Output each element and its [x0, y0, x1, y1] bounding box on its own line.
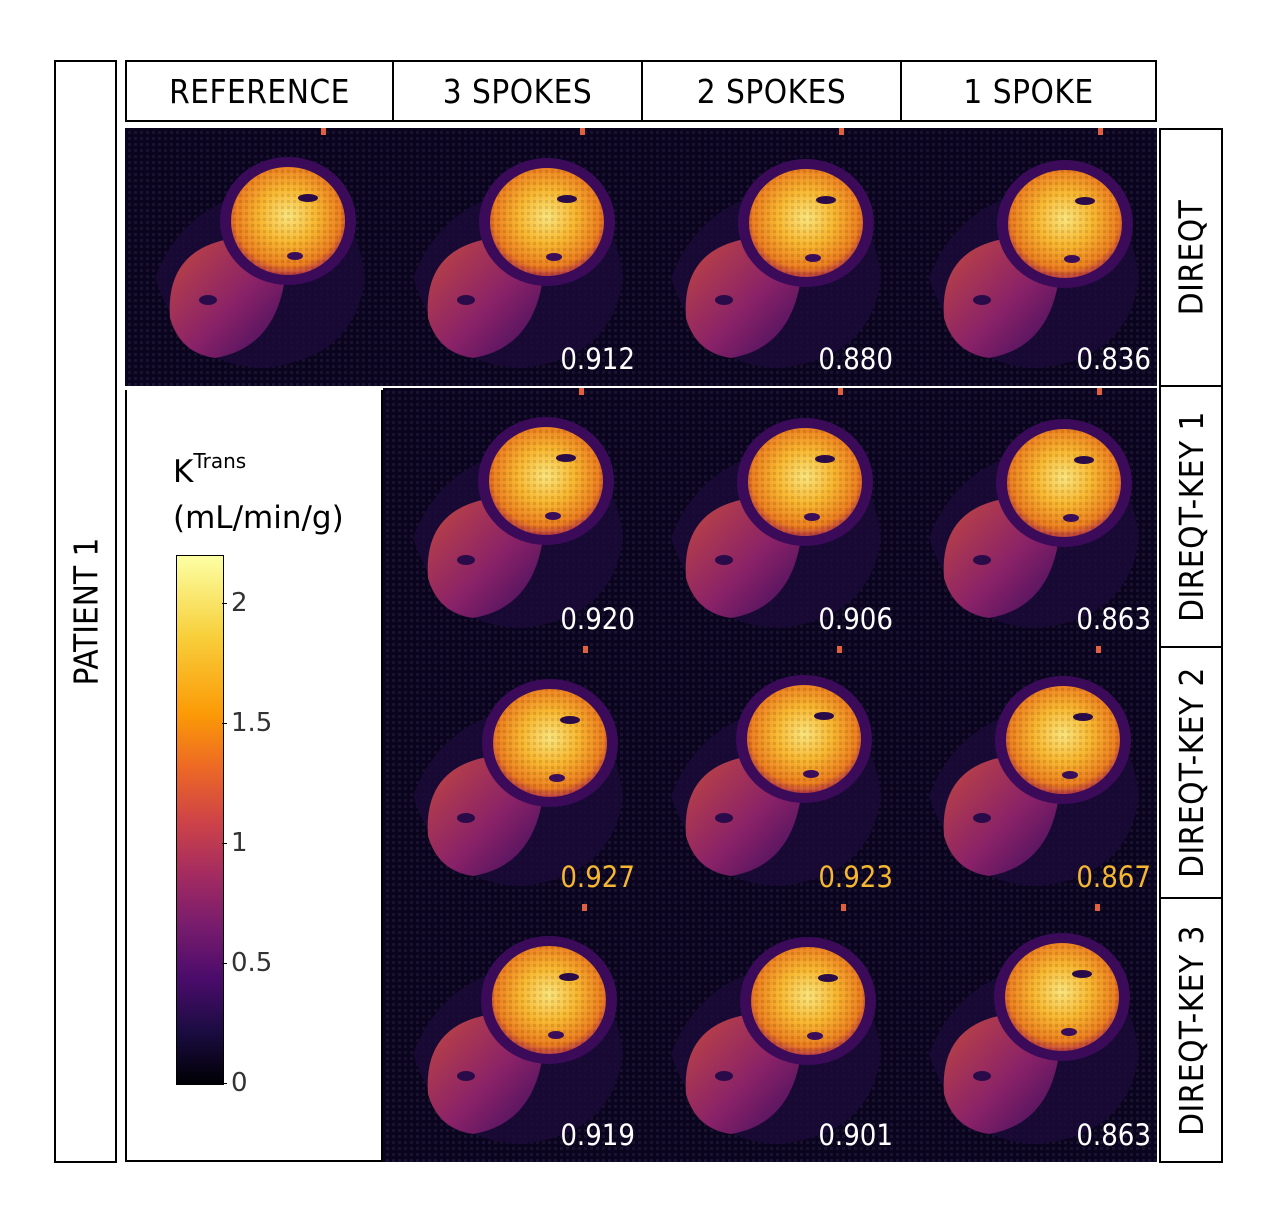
kmap-image-r3-c2: 0.927 [383, 646, 641, 904]
colorbar-title-base: K [173, 454, 194, 490]
col-header-2-spokes: 2 SPOKES [641, 60, 902, 122]
ssim-score: 0.880 [818, 342, 893, 376]
ssim-score: 0.912 [560, 342, 635, 376]
row-header-direqt: DIREQT [1159, 128, 1223, 387]
kmap-image-r2-c2: 0.920 [383, 388, 641, 646]
kmap-image-r1-c1 [125, 128, 383, 386]
colorbar-units: (mL/min/g) [173, 500, 344, 536]
kmap-image-r2-c4: 0.863 [899, 388, 1157, 646]
kmap-image-r3-c3: 0.923 [641, 646, 899, 904]
row-header-direqt-text: DIREQT [1171, 199, 1211, 316]
colorbar-tick-label: 1 [231, 828, 248, 858]
kmap-image-r1-c4: 0.836 [899, 128, 1157, 386]
ssim-score: 0.923 [818, 860, 893, 894]
colorbar-tick [222, 723, 227, 724]
kmap-image-r1-c2: 0.912 [383, 128, 641, 386]
colorbar-tick [222, 603, 227, 604]
patient-label-text: PATIENT 1 [66, 537, 105, 686]
kmap-image-r4-c3: 0.901 [641, 904, 899, 1162]
row-header-key3-text: DIREQT-KEY 3 [1171, 924, 1211, 1136]
col-header-3-spokes: 3 SPOKES [392, 60, 643, 122]
colorbar-title: KTrans (mL/min/g) [173, 438, 344, 541]
colorbar-tick [222, 843, 227, 844]
ssim-score: 0.863 [1076, 1118, 1151, 1152]
colorbar-tick-label: 0.5 [231, 948, 273, 978]
row-header-direqt-key-2: DIREQT-KEY 2 [1159, 646, 1223, 899]
ssim-score: 0.927 [560, 860, 635, 894]
row-header-key2-text: DIREQT-KEY 2 [1171, 667, 1211, 878]
kmap-image-r4-c4: 0.863 [899, 904, 1157, 1162]
ssim-score: 0.901 [818, 1118, 893, 1152]
colorbar-tick-label: 0 [231, 1068, 248, 1098]
colorbar [176, 555, 224, 1085]
ssim-score: 0.919 [560, 1118, 635, 1152]
kmap-image-r1-c3: 0.880 [641, 128, 899, 386]
colorbar-tick-label: 1.5 [231, 708, 273, 738]
ssim-score: 0.836 [1076, 342, 1151, 376]
row-header-key1-text: DIREQT-KEY 1 [1171, 411, 1211, 622]
col-header-1-spoke: 1 SPOKE [900, 60, 1157, 122]
kmap-image-r3-c4: 0.867 [899, 646, 1157, 904]
ssim-score: 0.920 [560, 602, 635, 636]
colorbar-tick-label: 2 [231, 588, 248, 618]
ssim-score: 0.863 [1076, 602, 1151, 636]
ssim-score: 0.906 [818, 602, 893, 636]
colorbar-title-sup: Trans [193, 449, 247, 473]
ssim-score: 0.867 [1076, 860, 1151, 894]
colorbar-tick [222, 1083, 227, 1084]
colorbar-tick [222, 963, 227, 964]
col-header-reference: REFERENCE [125, 60, 394, 122]
row-header-direqt-key-1: DIREQT-KEY 1 [1159, 385, 1223, 648]
kmap-image-r4-c2: 0.919 [383, 904, 641, 1162]
colorbar-panel: KTrans (mL/min/g) 2 1.5 1 0.5 0 [125, 390, 383, 1162]
kmap-image-r2-c3: 0.906 [641, 388, 899, 646]
row-header-direqt-key-3: DIREQT-KEY 3 [1159, 897, 1223, 1163]
patient-label: PATIENT 1 [54, 60, 117, 1163]
